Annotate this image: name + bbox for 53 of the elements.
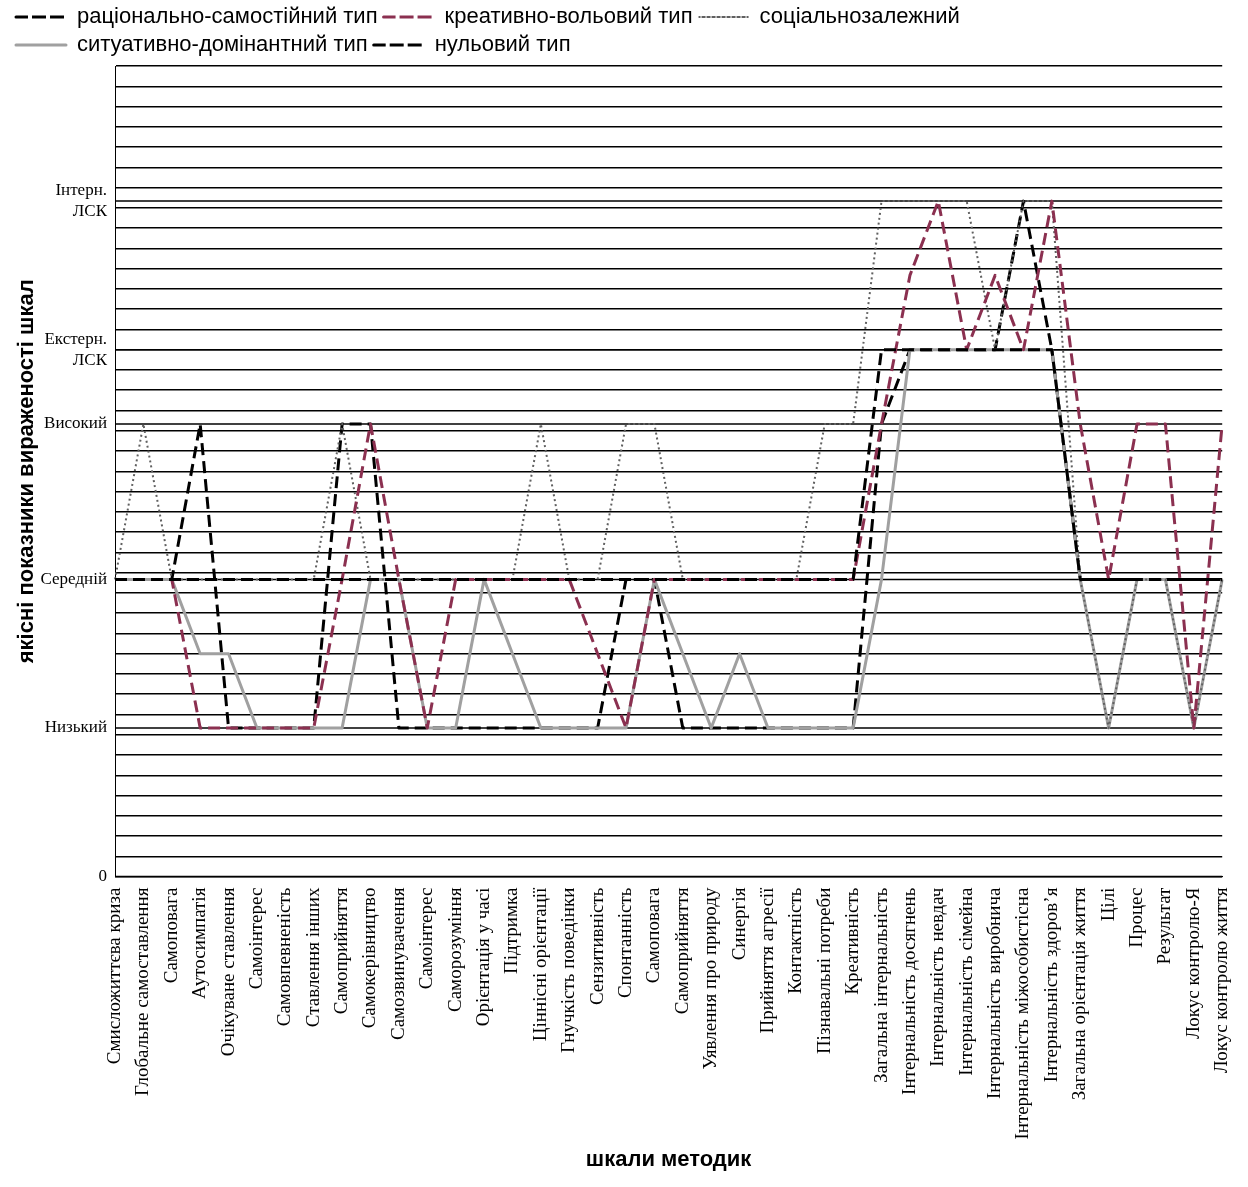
x-tick-label: Інтернальність невдач [926, 887, 948, 1067]
ref-line-label: Високий [44, 413, 107, 433]
legend-label: креативно-вольовий тип [444, 3, 693, 29]
x-tick-label: Аутосимпатія [188, 887, 210, 999]
legend-label: соціальнозалежний [759, 3, 960, 29]
x-tick-label: Інтернальність сімейна [954, 887, 976, 1076]
x-tick-label: Цілі [1096, 887, 1118, 922]
x-axis-title: шкали методик [585, 1145, 753, 1171]
x-tick-label: Інтернальність міжособистісна [1011, 887, 1033, 1140]
x-tick-label: Глобальне самоставлення [131, 887, 153, 1097]
x-tick-label: Самокерівництво [358, 887, 380, 1029]
x-tick-label: Загальна орієнтація життя [1068, 887, 1090, 1101]
legend-label: раціонально-самостійний тип [77, 3, 378, 29]
x-tick-label: Підтримка [500, 887, 522, 974]
x-tick-label: Самозвинувачення [386, 887, 408, 1041]
x-tick-label: Самоповага [642, 887, 664, 984]
x-tick-label: Гнучкість поведінки [557, 887, 579, 1053]
x-tick-label: Контактність [784, 887, 806, 995]
x-tick-label: Самоприйняття [330, 887, 352, 1015]
x-tick-label: Самоінтерес [244, 887, 266, 990]
y-axis-title: якісні показники вираженості шкал [13, 279, 39, 665]
x-tick-label: Локус контролю-Я [1181, 887, 1203, 1040]
x-tick-label: Самоінтерес [415, 887, 437, 990]
x-tick-label: Смисложиттєва криза [102, 887, 124, 1065]
x-tick-label: Синергія [727, 887, 749, 961]
x-tick-label: Інтернальність досягнень [897, 887, 919, 1095]
x-tick-label: Самоповага [159, 887, 181, 984]
x-tick-label: Самовпевненість [273, 887, 295, 1027]
ref-line-label: Інтерн. ЛСК [55, 180, 108, 221]
x-tick-label: Процес [1125, 887, 1147, 948]
x-tick-label: Ставлення інших [301, 887, 323, 1028]
x-tick-label: Очікуване ставлення [216, 887, 238, 1057]
x-tick-label: Інтернальність здоров’я [1039, 887, 1061, 1083]
legend-label: ситуативно-домінантний тип [77, 31, 368, 57]
x-tick-label: Інтернальність виробнича [983, 887, 1005, 1099]
x-tick-label: Прийняття агресії [755, 886, 777, 1034]
x-tick-label: Самоприйняття [670, 887, 692, 1015]
x-tick-label: Загальна інтернальність [869, 887, 891, 1083]
x-tick-label: Орієнтація у часі [472, 887, 494, 1027]
x-tick-label: Уявлення про природу [699, 887, 721, 1070]
x-tick-label: Пізнавальні потреби [812, 887, 834, 1055]
ref-line-label: 0 [98, 866, 107, 886]
ref-line-label: Середній [40, 568, 107, 588]
x-tick-label: Локус контролю життя [1210, 887, 1232, 1074]
legend-label: нульовий тип [434, 31, 571, 57]
x-tick-label: Спонтанність [614, 887, 635, 999]
x-tick-label: Результат [1153, 886, 1175, 965]
x-tick-label: Сензитивність [585, 887, 607, 1006]
ref-line-label: Низький [44, 717, 107, 737]
x-tick-label: Ціннісні орієнтації [528, 886, 550, 1042]
x-tick-label: Креативність [841, 887, 863, 995]
ref-line-label: Екстерн. ЛСК [44, 328, 108, 369]
x-tick-label: Саморозуміння [443, 887, 465, 1012]
